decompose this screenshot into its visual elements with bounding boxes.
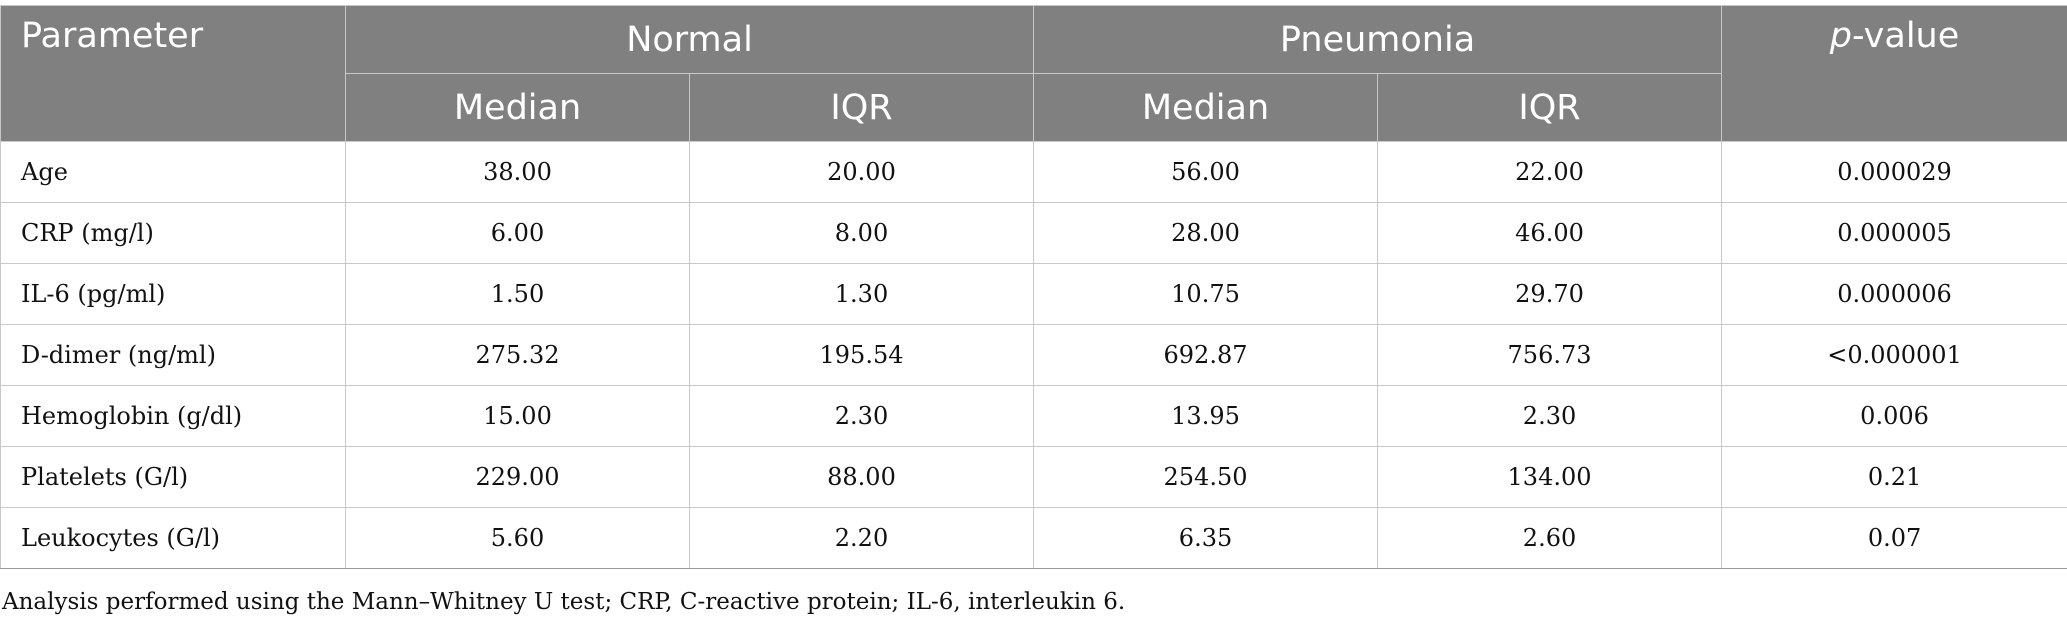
table-cell: 0.000006: [1721, 263, 2067, 325]
table-row: Age 38.00 20.00 56.00 22.00 0.000029: [0, 141, 2067, 203]
p-value-italic-p: p: [1829, 16, 1852, 56]
table-cell: 134.00: [1377, 446, 1723, 508]
table-cell: 275.32: [345, 324, 690, 386]
table-cell: 2.20: [688, 507, 1035, 569]
table-cell: 229.00: [345, 446, 690, 508]
table-cell: 6.35: [1033, 507, 1379, 569]
table-row: Platelets (G/l) 229.00 88.00 254.50 134.…: [0, 446, 2067, 508]
subheader-normal-median: Median: [345, 73, 690, 142]
table-cell: <0.000001: [1721, 324, 2067, 386]
row-label: D-dimer (ng/ml): [0, 324, 346, 386]
table-cell: 29.70: [1377, 263, 1723, 325]
header-row-groups: Parameter Normal Pneumonia p-value: [0, 5, 2067, 142]
row-label: Platelets (G/l): [0, 446, 346, 508]
table-cell: 2.30: [1377, 385, 1723, 447]
row-label: CRP (mg/l): [0, 202, 346, 264]
table-cell: 28.00: [1033, 202, 1379, 264]
table-cell: 2.60: [1377, 507, 1723, 569]
row-label: Leukocytes (G/l): [0, 507, 346, 569]
p-value-column-header: p-value: [1721, 5, 2067, 142]
table-cell: 56.00: [1033, 141, 1379, 203]
header-row-stats: Median IQR Median IQR: [1, 73, 2067, 142]
subheader-normal-iqr: IQR: [688, 73, 1035, 142]
table-cell: 0.21: [1721, 446, 2067, 508]
table-cell: 1.50: [345, 263, 690, 325]
table-cell: 38.00: [345, 141, 690, 203]
table-cell: 0.006: [1721, 385, 2067, 447]
table-cell: 88.00: [688, 446, 1035, 508]
table-cell: 0.07: [1721, 507, 2067, 569]
table-header: Parameter Normal Pneumonia p-value Media…: [0, 5, 2067, 142]
table-cell: 20.00: [688, 141, 1035, 203]
table-body: Age 38.00 20.00 56.00 22.00 0.000029 CRP…: [0, 141, 2067, 569]
table-cell: 1.30: [688, 263, 1035, 325]
table-cell: 46.00: [1377, 202, 1723, 264]
table-cell: 13.95: [1033, 385, 1379, 447]
table-row: IL-6 (pg/ml) 1.50 1.30 10.75 29.70 0.000…: [0, 263, 2067, 325]
table-cell: 22.00: [1377, 141, 1723, 203]
table-cell: 0.000005: [1721, 202, 2067, 264]
results-table: Parameter Normal Pneumonia p-value Media…: [0, 5, 2067, 569]
table-row: D-dimer (ng/ml) 275.32 195.54 692.87 756…: [0, 324, 2067, 386]
table-cell: 254.50: [1033, 446, 1379, 508]
table-cell: 2.30: [688, 385, 1035, 447]
table-cell: 756.73: [1377, 324, 1723, 386]
subheader-pneumonia-median: Median: [1033, 73, 1379, 142]
table-cell: 195.54: [688, 324, 1035, 386]
row-label: Hemoglobin (g/dl): [0, 385, 346, 447]
row-label: IL-6 (pg/ml): [0, 263, 346, 325]
table-row: CRP (mg/l) 6.00 8.00 28.00 46.00 0.00000…: [0, 202, 2067, 264]
table-row: Leukocytes (G/l) 5.60 2.20 6.35 2.60 0.0…: [0, 507, 2067, 569]
p-value-suffix: -value: [1851, 16, 1960, 56]
table-footnote: Analysis performed using the Mann–Whitne…: [2, 589, 1126, 615]
table-cell: 8.00: [688, 202, 1035, 264]
table-cell: 5.60: [345, 507, 690, 569]
results-table-container: Parameter Normal Pneumonia p-value Media…: [0, 5, 2067, 569]
table-row: Hemoglobin (g/dl) 15.00 2.30 13.95 2.30 …: [0, 385, 2067, 447]
table-cell: 15.00: [345, 385, 690, 447]
group-header-pneumonia: Pneumonia: [1033, 5, 1723, 74]
table-cell: 6.00: [345, 202, 690, 264]
table-cell: 10.75: [1033, 263, 1379, 325]
group-header-normal: Normal: [344, 5, 1035, 74]
parameter-column-header: Parameter: [0, 5, 346, 142]
subheader-pneumonia-iqr: IQR: [1377, 73, 1723, 142]
table-cell: 0.000029: [1721, 141, 2067, 203]
table-cell: 692.87: [1033, 324, 1379, 386]
row-label: Age: [0, 141, 346, 203]
